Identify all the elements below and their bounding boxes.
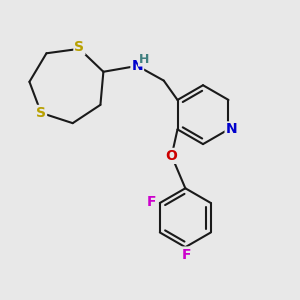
Text: N: N (226, 122, 237, 136)
Text: S: S (36, 106, 46, 120)
Text: O: O (166, 149, 178, 163)
Text: S: S (74, 40, 84, 54)
Text: N: N (131, 59, 143, 73)
Text: H: H (139, 53, 149, 66)
Text: F: F (182, 248, 192, 262)
Text: F: F (147, 195, 156, 209)
